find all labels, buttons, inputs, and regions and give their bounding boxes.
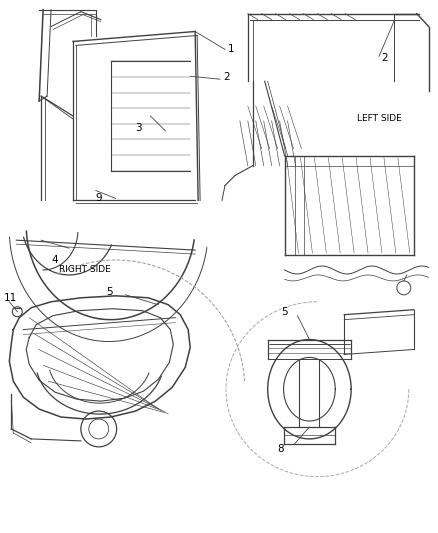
Text: 8: 8 (278, 444, 284, 454)
Text: LEFT SIDE: LEFT SIDE (357, 115, 402, 124)
Text: RIGHT SIDE: RIGHT SIDE (59, 265, 111, 274)
Text: 1: 1 (228, 44, 235, 54)
Text: 9: 9 (96, 193, 102, 204)
Text: 3: 3 (135, 123, 142, 133)
Text: 5: 5 (106, 287, 113, 297)
Text: 2: 2 (223, 72, 230, 82)
Text: 11: 11 (4, 293, 17, 303)
Text: 4: 4 (51, 255, 58, 265)
Text: 2: 2 (381, 53, 388, 63)
Text: 5: 5 (282, 306, 288, 317)
